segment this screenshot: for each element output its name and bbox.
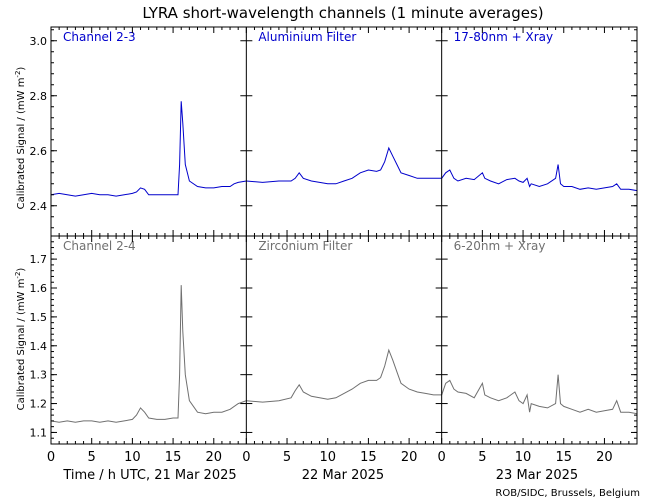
series-name-17-80nm-xray: 17-80nm + Xray: [454, 30, 553, 44]
credit-text: ROB/SIDC, Brussels, Belgium: [495, 488, 640, 499]
day-label-23-mar: 23 Mar 2025: [496, 468, 578, 483]
y-tick-label: 2.4: [30, 200, 48, 213]
x-tick-label: 5: [283, 450, 291, 465]
series-line-6-20nm-xray: [441, 374, 638, 415]
panel-frame-row-1: [50, 235, 638, 445]
y-tick-label: 2.6: [30, 145, 48, 158]
x-tick-label: 5: [478, 450, 486, 465]
x-tick-label: 5: [88, 450, 96, 465]
y-axis-label-end: ): [16, 67, 27, 71]
y-tick-label: 3.0: [30, 35, 48, 48]
y-tick-label: 1.3: [30, 369, 48, 382]
series-line-17-80nm-xray: [441, 164, 638, 192]
day-label-22-mar: 22 Mar 2025: [302, 468, 384, 483]
chart-title: LYRA short-wavelength channels (1 minute…: [142, 4, 543, 22]
y-axis-label-sup: -2: [14, 71, 22, 78]
y-axis-label-end: ): [16, 268, 27, 272]
series-line-channel-2-3: [50, 101, 247, 197]
series-line-channel-2-4: [50, 285, 247, 423]
x-tick-label: 0: [47, 450, 55, 465]
y-axis-label-text: Calibrated Signal / (mW m: [16, 279, 27, 411]
x-tick-label: 20: [596, 450, 613, 465]
x-tick-label: 15: [360, 450, 377, 465]
y-tick-label: 1.5: [30, 311, 48, 324]
y-axis-label-sup: -2: [14, 272, 22, 279]
series-name-6-20nm-xray: 6-20nm + Xray: [454, 239, 546, 253]
panel-frame-row-0: [50, 26, 638, 237]
series-name-channel-2-4: Channel 2-4: [63, 239, 136, 253]
x-axis-label: Time / h UTC, 21 Mar 2025: [62, 468, 236, 483]
y-axis-label-bottom: Calibrated Signal / (mW m-2): [14, 268, 27, 411]
series-line-zirconium-filter: [246, 348, 442, 403]
y-tick-label: 1.6: [30, 282, 48, 295]
series-name-zirconium-filter: Zirconium Filter: [258, 239, 352, 253]
series-name-aluminium-filter: Aluminium Filter: [258, 30, 356, 44]
series-line-aluminium-filter: [246, 146, 442, 185]
series-name-channel-2-3: Channel 2-3: [63, 30, 136, 44]
x-tick-label: 20: [401, 450, 418, 465]
y-axis-label-top: Calibrated Signal / (mW m-2): [14, 67, 27, 210]
x-tick-label: 0: [438, 450, 446, 465]
x-tick-label: 0: [242, 450, 250, 465]
y-tick-label: 2.8: [30, 90, 48, 103]
y-axis-label-text: Calibrated Signal / (mW m: [16, 78, 27, 210]
x-tick-label: 15: [165, 450, 182, 465]
x-tick-label: 15: [555, 450, 572, 465]
y-tick-label: 1.7: [30, 253, 48, 266]
x-tick-label: 10: [319, 450, 336, 465]
y-tick-label: 1.4: [30, 340, 48, 353]
x-tick-label: 10: [515, 450, 532, 465]
x-tick-label: 10: [124, 450, 141, 465]
x-tick-label: 20: [206, 450, 223, 465]
y-tick-label: 1.2: [30, 398, 48, 411]
y-tick-label: 1.1: [30, 426, 48, 439]
